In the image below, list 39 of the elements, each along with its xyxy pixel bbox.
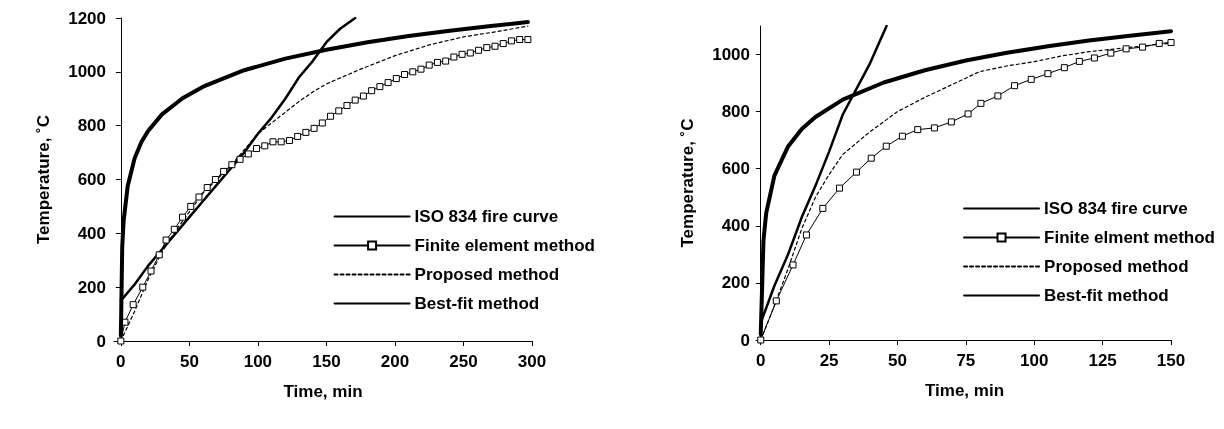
y-tick-label: 200 xyxy=(77,277,106,297)
x-tick-label: 125 xyxy=(1088,351,1117,370)
y-tick-label: 600 xyxy=(77,170,106,189)
x-tick-label: 150 xyxy=(312,352,341,371)
x-tick-label: 200 xyxy=(380,352,410,371)
x-tick-label: 100 xyxy=(243,352,273,371)
x-tick-label: 150 xyxy=(1156,351,1186,370)
y-tick-label: 800 xyxy=(721,102,750,122)
y-tick-label: 1000 xyxy=(712,45,750,65)
legend-label: Finite elment method xyxy=(1044,228,1216,247)
legend-label: ISO 834 fire curve xyxy=(1044,199,1188,218)
legend-label: Finite element method xyxy=(414,236,596,255)
y-tick-label: 0 xyxy=(740,330,750,350)
x-tick-label: 50 xyxy=(179,352,199,371)
legend-label: Proposed method xyxy=(1044,257,1189,276)
legend-label: Best-fit method xyxy=(1044,286,1169,305)
x-tick-label: 0 xyxy=(756,351,766,370)
legend-label: Proposed method xyxy=(414,265,560,284)
y-axis-title: Temperature, ˚C xyxy=(678,118,697,248)
x-tick-label: 100 xyxy=(1020,351,1049,370)
y-axis-title: Temperature, ˚C xyxy=(34,114,53,245)
y-tick-label: 1000 xyxy=(68,62,106,82)
x-axis-title: Time, min xyxy=(924,381,1005,400)
x-tick-label: 50 xyxy=(888,351,907,370)
y-tick-label: 1200 xyxy=(68,8,106,28)
legend-label: Best-fit method xyxy=(414,294,540,313)
x-tick-label: 25 xyxy=(819,351,839,370)
y-tick-label: 600 xyxy=(721,159,750,179)
x-tick-label: 0 xyxy=(116,352,126,371)
y-tick-label: 800 xyxy=(77,116,106,136)
legend-label: ISO 834 fire curve xyxy=(414,207,559,226)
y-tick-label: 400 xyxy=(77,223,106,243)
x-tick-label: 300 xyxy=(517,352,547,371)
y-tick-label: 0 xyxy=(96,331,106,351)
x-tick-label: 250 xyxy=(449,352,478,371)
y-tick-label: 200 xyxy=(721,273,750,293)
x-axis-title: Time, min xyxy=(283,382,363,401)
y-tick-label: 400 xyxy=(721,216,750,236)
x-tick-label: 75 xyxy=(956,351,976,370)
